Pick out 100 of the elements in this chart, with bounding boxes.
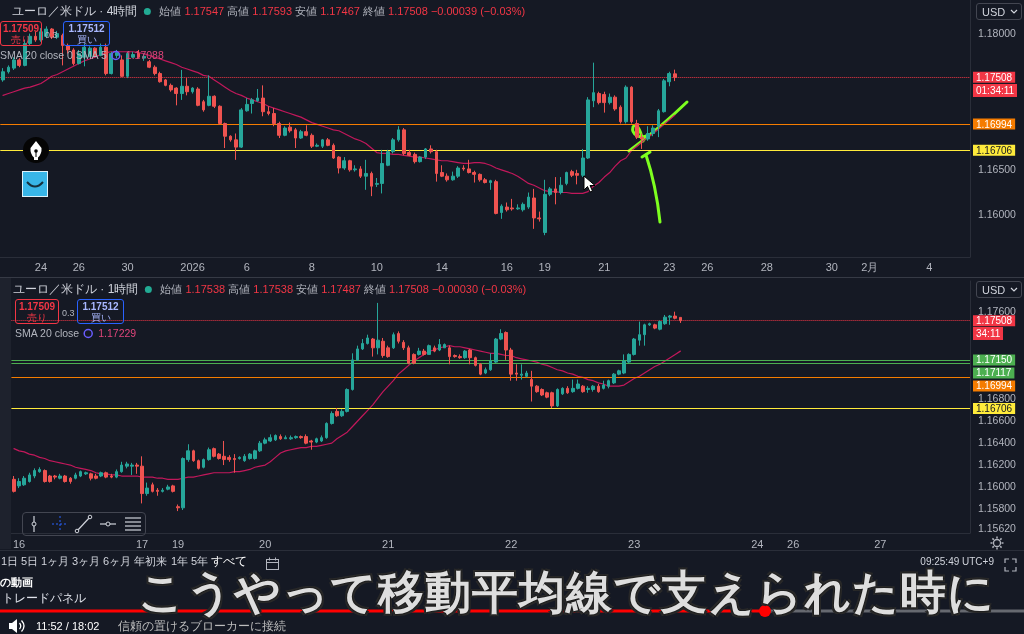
candlestick (463, 349, 467, 360)
candlestick (239, 107, 243, 149)
y-tick-label: 1.16500 (978, 162, 1017, 175)
x-tick-label: 19 (171, 537, 185, 550)
ref-line-label: 1.17508 (976, 71, 1013, 83)
candlestick (366, 334, 369, 346)
candlestick (607, 379, 610, 389)
candlestick (597, 383, 600, 394)
candlestick (643, 323, 646, 347)
candlestick (417, 347, 421, 356)
candlestick (581, 384, 585, 394)
candlestick (422, 348, 426, 356)
candlestick (462, 164, 465, 172)
candlestick (151, 482, 154, 493)
candlestick (602, 380, 605, 390)
candlestick (212, 94, 216, 109)
x-tick-label: 21 (598, 260, 611, 273)
candlestick (330, 410, 334, 426)
ref-line-label: 1.16994 (976, 380, 1013, 392)
candlestick (448, 345, 451, 365)
candlestick (429, 144, 433, 154)
x-tick-label: 30 (825, 260, 838, 273)
candlestick (283, 125, 287, 137)
annotation: 1.17512 (67, 23, 106, 35)
candlestick (63, 474, 67, 484)
x-tick-label: 26 (787, 537, 800, 550)
x-tick-label: 27 (874, 537, 887, 550)
candlestick (256, 88, 259, 103)
candlestick (104, 471, 108, 479)
candlestick (619, 104, 622, 125)
text: こうやって移動平均線で支えられた時に (138, 566, 995, 618)
candlestick (310, 132, 314, 149)
candlestick (180, 69, 184, 101)
candlestick (28, 472, 31, 484)
text: 1日 (1, 555, 19, 569)
y-tick-label: 1.17600 (978, 304, 1017, 317)
candlestick (12, 475, 16, 493)
chart-title: ユーロ／米ドル · 4時間 (12, 4, 138, 19)
annotation: 買い (75, 34, 98, 46)
text: 始値 1.17547 高値 1.17593 安値 1.17467 終値 1.17508 −0.00039 (−0.03%) (159, 5, 526, 17)
candlestick (657, 108, 660, 138)
x-tick-label: 17 (135, 537, 149, 550)
candlestick (99, 471, 103, 478)
candlestick (337, 155, 341, 174)
candlestick (630, 85, 633, 125)
ref-line-label: 1.16994 (976, 118, 1013, 130)
annotation: 買い (89, 312, 112, 324)
candlestick (238, 455, 241, 461)
x-tick-label: 20 (259, 537, 272, 550)
candlestick (438, 338, 441, 352)
x-tick-label: 19 (538, 260, 551, 273)
x-tick-label: 23 (628, 537, 641, 550)
candlestick (233, 453, 236, 474)
candlestick (424, 147, 427, 160)
candlestick (315, 142, 319, 148)
candlestick (608, 93, 612, 105)
candlestick (326, 137, 330, 147)
y-tick-label: 1.15620 (978, 521, 1017, 534)
candlestick (484, 367, 487, 375)
candlestick (525, 370, 528, 378)
candlestick (402, 339, 405, 351)
candlestick (332, 142, 335, 160)
text: 5日 (21, 555, 39, 569)
annotation: 1.17509 (1, 23, 41, 35)
candlestick (196, 86, 200, 107)
candlestick (304, 124, 308, 137)
candlestick (274, 433, 277, 442)
candlestick (166, 484, 170, 491)
candlestick (115, 49, 119, 59)
candlestick (7, 64, 10, 75)
candlestick (164, 78, 167, 87)
candlestick (554, 176, 557, 205)
candlestick (348, 159, 352, 173)
x-tick-label: 8 (308, 260, 315, 273)
candlestick (370, 171, 373, 197)
candlestick (418, 155, 422, 164)
candlestick (261, 84, 265, 117)
candlestick (530, 370, 533, 403)
candlestick (69, 476, 72, 485)
candlestick (673, 311, 677, 320)
candlestick (397, 125, 400, 143)
text: 09:25:49 UTC+9 (920, 556, 994, 568)
text: 34:11 (973, 327, 1004, 341)
candlestick (229, 134, 232, 143)
y-tick-label: 1.16600 (978, 414, 1017, 427)
candlestick (648, 322, 651, 327)
y-tick-label: 1.18000 (978, 26, 1017, 39)
annotation: SMA 20 close (15, 327, 80, 340)
legend-label: 1.17117 (976, 367, 1012, 379)
candlestick (397, 330, 400, 344)
text: 01:34:11 (973, 83, 1018, 97)
candlestick (559, 176, 563, 195)
candlestick (371, 337, 375, 358)
candlestick (176, 504, 180, 512)
text: 1年 (171, 555, 189, 569)
candlestick (565, 171, 568, 186)
candlestick (38, 466, 41, 474)
buy-button: 1.17512 買い (77, 299, 124, 324)
candlestick (202, 458, 205, 469)
candlestick (79, 470, 82, 478)
